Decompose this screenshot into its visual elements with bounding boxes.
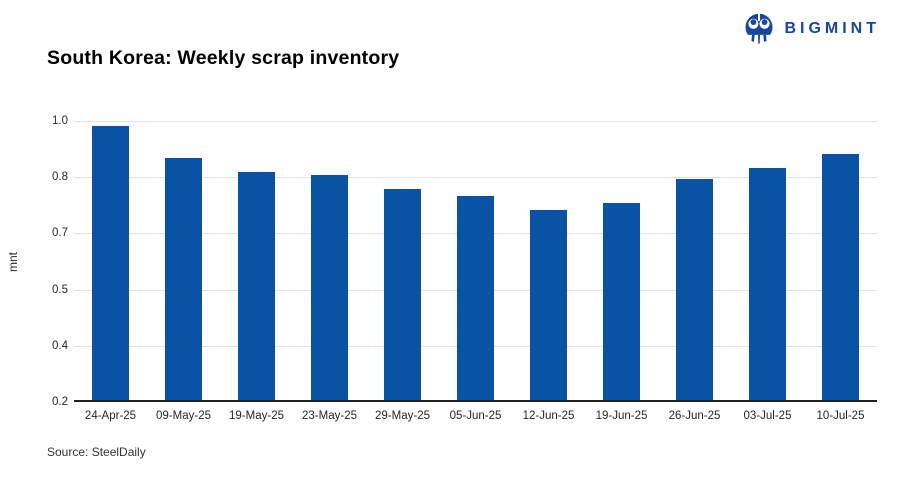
bar-09-May-25[interactable] [165, 157, 202, 400]
gridline [74, 121, 877, 122]
x-tick-label: 23-May-25 [302, 410, 357, 422]
bar-26-Jun-25[interactable] [676, 178, 713, 400]
x-tick-label: 19-May-25 [229, 410, 284, 422]
bar-19-May-25[interactable] [238, 171, 275, 400]
x-tick-label: 29-May-25 [375, 410, 430, 422]
y-axis-tick-labels: 1.0 0.8 0.7 0.5 0.4 0.2 [0, 115, 68, 408]
bigmint-logo-icon [745, 13, 773, 44]
bigmint-logo-text: BIGMINT [784, 20, 880, 37]
bar-10-Jul-25[interactable] [822, 154, 859, 400]
bar-05-Jun-25[interactable] [457, 196, 494, 400]
x-tick-label: 26-Jun-25 [668, 410, 721, 422]
x-axis-tick-labels: 24-Apr-25 09-May-25 19-May-25 23-May-25 29-M… [74, 410, 877, 426]
y-tick-label: 0.7 [52, 227, 68, 240]
y-tick-label: 0.8 [52, 171, 68, 184]
y-tick-label: 0.2 [52, 396, 68, 408]
gridline [74, 177, 877, 179]
y-tick-label: 0.5 [52, 283, 68, 296]
bar-12-Jun-25[interactable] [530, 210, 567, 400]
source-note: Source: SteelDaily [47, 445, 146, 459]
x-tick-label: 05-Jun-25 [449, 410, 502, 422]
x-tick-label: 03-Jul-25 [743, 410, 792, 422]
y-tick-label: 0.4 [52, 339, 68, 352]
bigmint-logo: BIGMINT [741, 11, 880, 47]
x-tick-label: 10-Jul-25 [816, 410, 865, 422]
bar-29-May-25[interactable] [384, 189, 421, 400]
chart-title: South Korea: Weekly scrap inventory [47, 47, 400, 69]
bar-24-Apr-25[interactable] [92, 126, 129, 400]
plot-area [74, 121, 877, 402]
x-tick-label: 12-Jun-25 [522, 410, 575, 422]
bar-19-Jun-25[interactable] [603, 203, 640, 400]
x-tick-label: 19-Jun-25 [595, 410, 648, 422]
x-tick-label: 24-Apr-25 [84, 410, 137, 422]
y-tick-label: 1.0 [52, 115, 68, 127]
bar-23-May-25[interactable] [311, 175, 348, 400]
x-tick-label: 09-May-25 [156, 410, 211, 422]
bar-03-Jul-25[interactable] [749, 168, 786, 400]
